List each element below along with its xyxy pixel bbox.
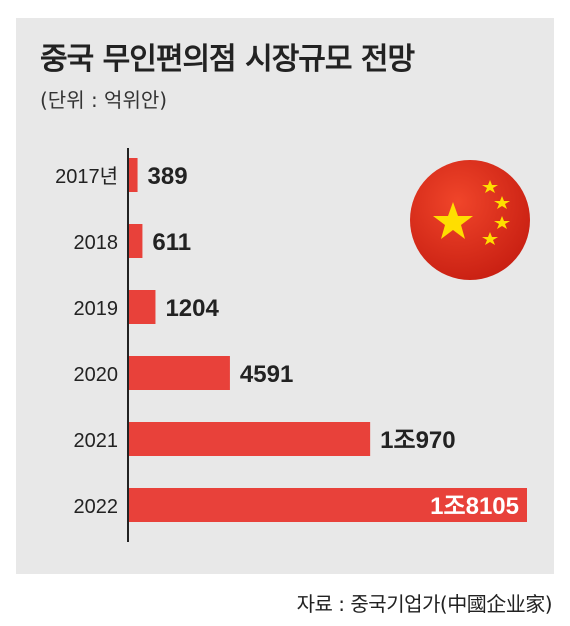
category-label: 2019 — [74, 298, 119, 320]
category-label: 2021 — [74, 430, 119, 452]
unit-label: (단위 : 억위안) — [40, 88, 168, 112]
value-label: 389 — [148, 163, 188, 190]
category-label: 2020 — [74, 364, 119, 386]
chart-card: 중국 무인편의점 시장규모 전망 (단위 : 억위안) 2017년 389 2018… — [16, 18, 554, 574]
small-star-icon — [494, 216, 510, 229]
bar — [129, 224, 143, 258]
small-star-icon — [482, 180, 498, 193]
small-star-icon — [494, 196, 510, 209]
bar — [129, 290, 156, 324]
bar — [129, 356, 230, 390]
bar — [129, 488, 527, 522]
category-label: 2018 — [74, 232, 119, 254]
bar — [129, 422, 371, 456]
value-label: 1조8105 — [430, 493, 519, 520]
category-label: 2022 — [74, 496, 119, 518]
small-star-icon — [482, 232, 498, 245]
value-label: 611 — [152, 229, 191, 256]
category-label: 2017년 — [55, 165, 118, 188]
chart-title: 중국 무인편의점 시장규모 전망 — [40, 42, 415, 77]
china-flag-icon — [410, 160, 530, 280]
bar-chart: 2017년 389 2018 611 2019 1204 2020 4591 2021 1조970… — [55, 148, 527, 542]
value-label: 1조970 — [380, 427, 455, 454]
large-star-icon — [433, 202, 473, 239]
value-label: 4591 — [240, 361, 293, 388]
source-note: 자료 : 중국기업가(中國企业家) — [296, 592, 553, 616]
value-label: 1204 — [165, 295, 219, 322]
bar — [129, 158, 138, 192]
